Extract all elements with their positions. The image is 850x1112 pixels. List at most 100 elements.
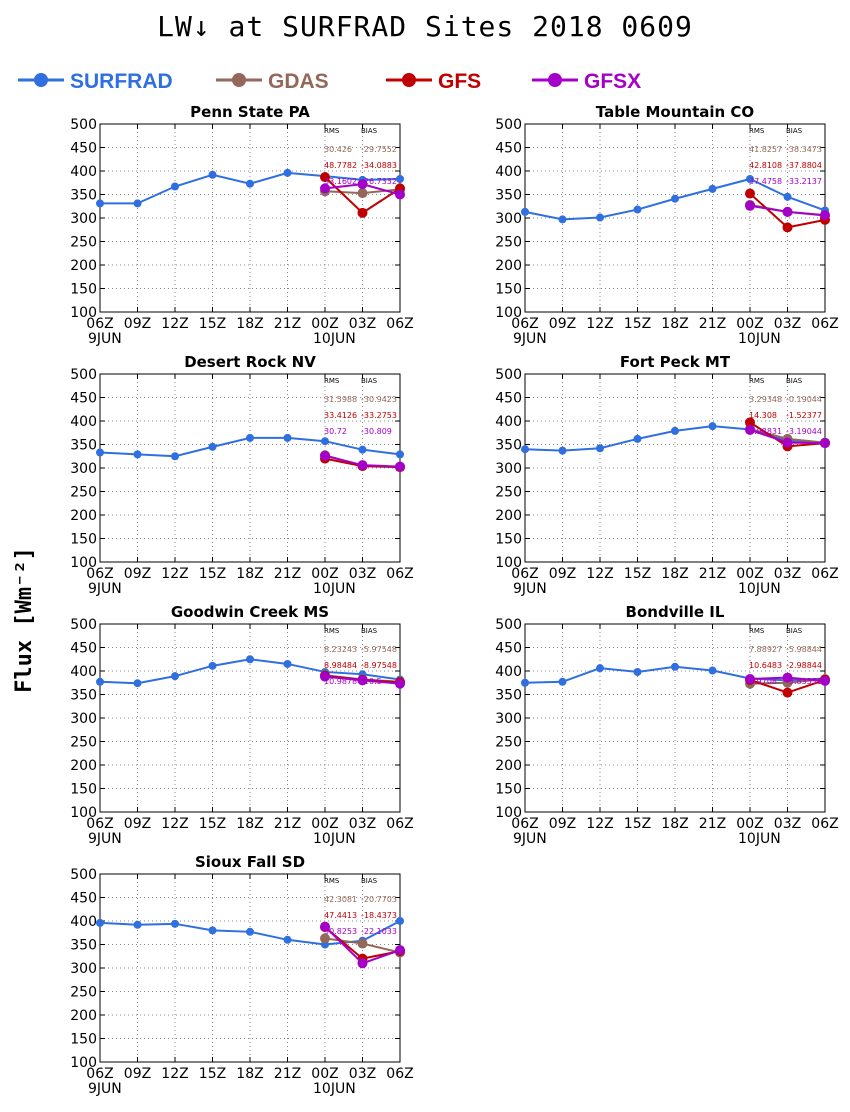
- data-point: [96, 918, 104, 927]
- y-tick-label: 350: [495, 688, 522, 704]
- stats-rms-gfs: 47.4413: [324, 911, 357, 920]
- y-tick-label: 250: [70, 985, 97, 1001]
- x-tick-label: 15Z: [199, 816, 226, 832]
- x-tick-label: 18Z: [236, 1066, 263, 1082]
- x-tick-label: 03Z: [349, 816, 376, 832]
- legend-marker: [34, 73, 48, 87]
- data-point: [96, 677, 104, 686]
- chart-fort-peck-mt: Fort Peck MT 100 150 200 250 300 350 400 450 500 0…: [495, 353, 838, 597]
- y-tick-label: 300: [495, 711, 522, 727]
- data-point: [283, 935, 292, 944]
- legend-label: GFSX: [584, 70, 641, 93]
- data-point: [208, 926, 217, 935]
- data-point: [596, 664, 604, 673]
- data-point: [133, 920, 142, 929]
- data-point: [745, 188, 755, 199]
- x-tick-label: 09Z: [549, 566, 576, 582]
- stats-rms-gfs: 14.308: [749, 411, 777, 420]
- data-point: [96, 199, 104, 208]
- stats-header-rms: RMS: [324, 377, 340, 385]
- stats-bias-gfs: -33.2753: [361, 411, 397, 420]
- stats-bias-gfs: -34.0883: [361, 161, 397, 170]
- legend-label: GFS: [438, 70, 481, 93]
- x-tick-label: 15Z: [199, 316, 226, 332]
- x-tick-label: 00Z: [311, 316, 338, 332]
- stats-header-bias: BIAS: [786, 127, 803, 135]
- x-tick-label: 12Z: [161, 816, 188, 832]
- series-gfsx: [320, 450, 405, 472]
- x-date-label: 9JUN: [513, 831, 547, 847]
- stats-rms-gdas: 8.23243: [324, 645, 357, 654]
- x-tick-label: 21Z: [274, 566, 301, 582]
- stats-bias-gdas: -29.7552: [361, 145, 397, 154]
- y-tick-label: 100: [70, 1055, 97, 1071]
- y-tick-label: 400: [70, 914, 97, 930]
- data-point: [357, 675, 368, 686]
- stats-rms-gfs: 42.8108: [749, 161, 782, 170]
- y-tick-label: 350: [70, 438, 97, 454]
- x-tick-label: 09Z: [124, 316, 151, 332]
- data-point: [320, 450, 330, 461]
- stats-bias-gfs: -37.8804: [786, 161, 822, 170]
- y-tick-label: 300: [70, 211, 97, 227]
- data-point: [782, 222, 793, 233]
- x-tick-label: 06Z: [86, 1066, 113, 1082]
- legend-marker: [548, 73, 562, 87]
- x-tick-label: 21Z: [274, 316, 301, 332]
- stats-header-rms: RMS: [324, 877, 340, 885]
- y-tick-label: 250: [70, 235, 97, 251]
- y-tick-label: 450: [495, 141, 522, 157]
- x-date-label: 10JUN: [313, 831, 356, 847]
- legend-label: SURFRAD: [70, 70, 173, 93]
- data-point: [820, 210, 830, 221]
- series-surfrad: [521, 174, 829, 224]
- data-point: [745, 200, 755, 211]
- data-point: [396, 917, 404, 925]
- x-tick-label: 06Z: [386, 566, 413, 582]
- y-axis-label-container: Flux [Wm⁻²]: [12, 547, 37, 693]
- chart-goodwin-creek-ms: Goodwin Creek MS 100 150 200 250 300 350 400 450…: [70, 603, 413, 847]
- data-point: [596, 444, 604, 453]
- data-point: [321, 437, 329, 446]
- x-tick-label: 21Z: [274, 816, 301, 832]
- x-tick-label: 15Z: [199, 566, 226, 582]
- data-point: [521, 678, 529, 687]
- y-tick-label: 150: [495, 532, 522, 548]
- chart-title: Bondville IL: [626, 603, 725, 621]
- y-tick-label: 450: [70, 891, 97, 907]
- y-tick-label: 400: [70, 664, 97, 680]
- y-tick-label: 250: [70, 735, 97, 751]
- stats-bias-gfsx: -30.809: [361, 427, 392, 436]
- data-point: [246, 655, 254, 664]
- data-point: [782, 437, 793, 448]
- y-tick-label: 200: [70, 508, 97, 524]
- x-date-label: 10JUN: [313, 1081, 356, 1097]
- data-point: [558, 446, 567, 455]
- stats-rms-gdas: 7.88927: [749, 645, 782, 654]
- data-point: [820, 675, 830, 686]
- legend-item-surfrad: SURFRAD: [18, 70, 173, 93]
- y-tick-label: 300: [70, 711, 97, 727]
- data-point: [396, 450, 404, 459]
- stats-bias-gfs: -2.98844: [786, 661, 822, 670]
- data-point: [558, 677, 567, 686]
- stats-rms-gdas: 31.5988: [324, 395, 357, 404]
- stats-bias-gdas: -5.98844: [786, 645, 822, 654]
- stats-rms-gfs: 48.7782: [324, 161, 357, 170]
- y-tick-label: 250: [495, 235, 522, 251]
- y-tick-label: 450: [70, 141, 97, 157]
- stats-header-bias: BIAS: [361, 127, 378, 135]
- y-tick-label: 150: [495, 782, 522, 798]
- stats-header-rms: RMS: [324, 127, 340, 135]
- chart-title: Table Mountain CO: [596, 103, 754, 121]
- x-tick-label: 12Z: [161, 566, 188, 582]
- y-tick-label: 500: [495, 117, 522, 133]
- y-tick-label: 100: [70, 305, 97, 321]
- stats-table: RMS BIAS 31.5988 -30.9423 33.4126 -33.2753 30.…: [324, 377, 397, 436]
- y-tick-label: 300: [495, 461, 522, 477]
- data-point: [745, 673, 755, 684]
- x-tick-label: 09Z: [549, 816, 576, 832]
- y-tick-label: 200: [495, 758, 522, 774]
- y-tick-label: 200: [495, 258, 522, 274]
- stats-rms-gdas: 3.29348: [749, 395, 782, 404]
